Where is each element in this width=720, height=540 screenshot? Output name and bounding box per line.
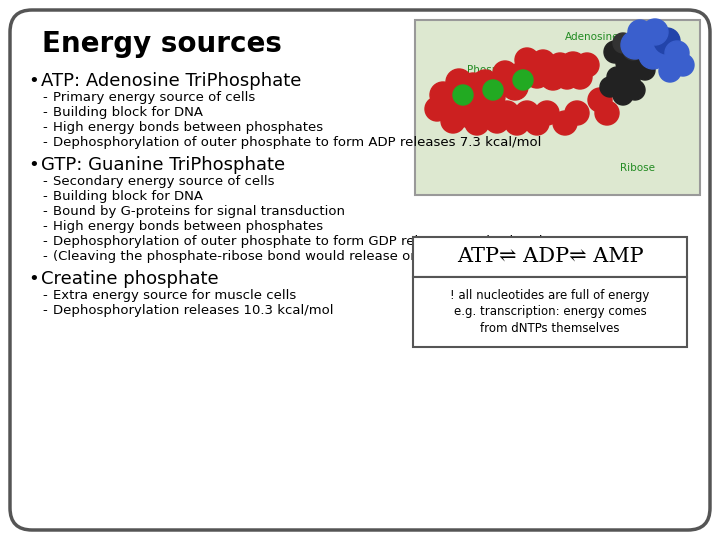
Circle shape <box>483 80 503 100</box>
Circle shape <box>461 73 485 97</box>
Circle shape <box>453 85 473 105</box>
Circle shape <box>613 85 633 105</box>
Circle shape <box>568 65 592 89</box>
Circle shape <box>642 19 668 45</box>
Circle shape <box>515 101 539 125</box>
Circle shape <box>493 61 517 85</box>
Circle shape <box>515 48 539 72</box>
Text: •: • <box>28 156 39 174</box>
Text: -: - <box>42 190 47 203</box>
Text: -: - <box>42 136 47 149</box>
Text: -: - <box>42 304 47 317</box>
Text: -: - <box>42 250 47 263</box>
Circle shape <box>425 97 449 121</box>
Circle shape <box>621 31 649 59</box>
Circle shape <box>565 101 589 125</box>
Circle shape <box>475 101 499 125</box>
Text: GTP: Guanine TriPhosphate: GTP: Guanine TriPhosphate <box>41 156 285 174</box>
Circle shape <box>620 70 640 90</box>
Text: Phosphate Groups: Phosphate Groups <box>467 65 562 75</box>
Circle shape <box>623 40 643 60</box>
Circle shape <box>613 33 633 53</box>
Circle shape <box>430 82 456 108</box>
Text: Building block for DNA: Building block for DNA <box>53 106 203 119</box>
Circle shape <box>488 73 512 97</box>
Circle shape <box>495 101 519 125</box>
FancyBboxPatch shape <box>413 277 687 347</box>
Circle shape <box>465 111 489 135</box>
Circle shape <box>437 94 463 120</box>
Circle shape <box>659 60 681 82</box>
Circle shape <box>665 41 689 65</box>
Text: -: - <box>42 235 47 248</box>
Text: Primary energy source of cells: Primary energy source of cells <box>53 91 256 104</box>
Circle shape <box>468 85 492 109</box>
Circle shape <box>446 69 472 95</box>
Circle shape <box>540 64 566 90</box>
Circle shape <box>575 53 599 77</box>
Text: ATP⇌ ADP⇌ AMP: ATP⇌ ADP⇌ AMP <box>456 247 643 267</box>
Text: -: - <box>42 220 47 233</box>
Circle shape <box>548 53 572 77</box>
Text: -: - <box>42 106 47 119</box>
Text: •: • <box>28 72 39 90</box>
Circle shape <box>654 28 680 54</box>
Circle shape <box>455 103 479 127</box>
Circle shape <box>635 60 655 80</box>
Circle shape <box>531 50 555 74</box>
Circle shape <box>628 20 652 44</box>
Circle shape <box>600 77 620 97</box>
Text: Secondary energy source of cells: Secondary energy source of cells <box>53 175 274 188</box>
Text: Energy sources: Energy sources <box>42 30 282 58</box>
Text: High energy bonds between phosphates: High energy bonds between phosphates <box>53 220 323 233</box>
FancyBboxPatch shape <box>415 20 700 195</box>
Text: Creatine phosphate: Creatine phosphate <box>41 270 219 288</box>
Text: High energy bonds between phosphates: High energy bonds between phosphates <box>53 121 323 134</box>
Text: ATP: Adenosine TriPhosphate: ATP: Adenosine TriPhosphate <box>41 72 302 90</box>
Circle shape <box>485 109 509 133</box>
Circle shape <box>505 111 529 135</box>
Text: •: • <box>28 270 39 288</box>
Text: Dephosphorylation of outer phosphate to form ADP releases 7.3 kcal/mol: Dephosphorylation of outer phosphate to … <box>53 136 541 149</box>
Circle shape <box>535 101 559 125</box>
Circle shape <box>513 70 533 90</box>
Circle shape <box>560 52 586 78</box>
Circle shape <box>472 70 498 96</box>
Text: (Cleaving the phosphate-ribose bond would release only 5 kcal/mol): (Cleaving the phosphate-ribose bond woul… <box>53 250 509 263</box>
Text: Extra energy source for muscle cells: Extra energy source for muscle cells <box>53 289 296 302</box>
Text: Bound by G-proteins for signal transduction: Bound by G-proteins for signal transduct… <box>53 205 345 218</box>
Circle shape <box>607 67 627 87</box>
Circle shape <box>455 88 479 112</box>
Circle shape <box>627 55 647 75</box>
Text: Adenosine: Adenosine <box>564 32 619 42</box>
FancyBboxPatch shape <box>413 237 687 277</box>
Circle shape <box>625 80 645 100</box>
Text: ! all nucleotides are full of energy
e.g. transcription: energy comes
from dNTPs: ! all nucleotides are full of energy e.g… <box>450 288 649 335</box>
FancyBboxPatch shape <box>10 10 710 530</box>
Text: -: - <box>42 175 47 188</box>
Text: -: - <box>42 91 47 104</box>
Circle shape <box>525 111 549 135</box>
Circle shape <box>555 65 579 89</box>
Text: -: - <box>42 121 47 134</box>
Text: Ribose: Ribose <box>620 163 654 173</box>
Text: Dephosphorylation releases 10.3 kcal/mol: Dephosphorylation releases 10.3 kcal/mol <box>53 304 333 317</box>
Circle shape <box>639 41 667 69</box>
Circle shape <box>595 101 619 125</box>
Circle shape <box>604 41 626 63</box>
Text: Dephosphorylation of outer phosphate to form GDP releases 7.5 kcal/mol: Dephosphorylation of outer phosphate to … <box>53 235 542 248</box>
Circle shape <box>511 61 535 85</box>
Circle shape <box>588 88 612 112</box>
Circle shape <box>616 52 638 74</box>
Text: -: - <box>42 205 47 218</box>
Text: -: - <box>42 289 47 302</box>
Circle shape <box>524 62 550 88</box>
Circle shape <box>481 85 505 109</box>
Text: Building block for DNA: Building block for DNA <box>53 190 203 203</box>
Circle shape <box>441 109 465 133</box>
Circle shape <box>553 111 577 135</box>
Circle shape <box>672 54 694 76</box>
Circle shape <box>502 74 528 100</box>
